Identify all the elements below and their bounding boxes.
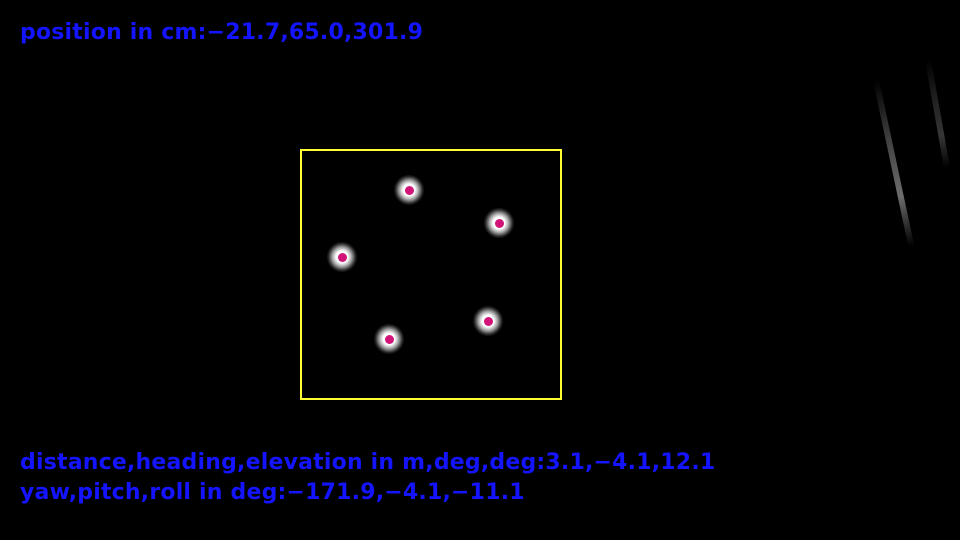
led-marker <box>484 208 514 238</box>
led-marker <box>473 306 503 336</box>
light-streak <box>873 79 915 247</box>
led-marker <box>327 242 357 272</box>
detection-region-box <box>300 149 562 400</box>
position-readout: position in cm:−21.7,65.0,301.9 <box>20 20 424 45</box>
led-marker <box>394 175 424 205</box>
distance-heading-elevation-readout: distance,heading,elevation in m,deg,deg:… <box>20 450 716 475</box>
marker-centroid-dot <box>494 218 504 228</box>
marker-centroid-dot <box>404 185 414 195</box>
marker-centroid-dot <box>384 334 394 344</box>
marker-centroid-dot <box>483 316 493 326</box>
led-marker <box>374 324 404 354</box>
light-streak <box>925 59 951 169</box>
marker-centroid-dot <box>337 252 347 262</box>
yaw-pitch-roll-readout: yaw,pitch,roll in deg:−171.9,−4.1,−11.1 <box>20 480 525 505</box>
